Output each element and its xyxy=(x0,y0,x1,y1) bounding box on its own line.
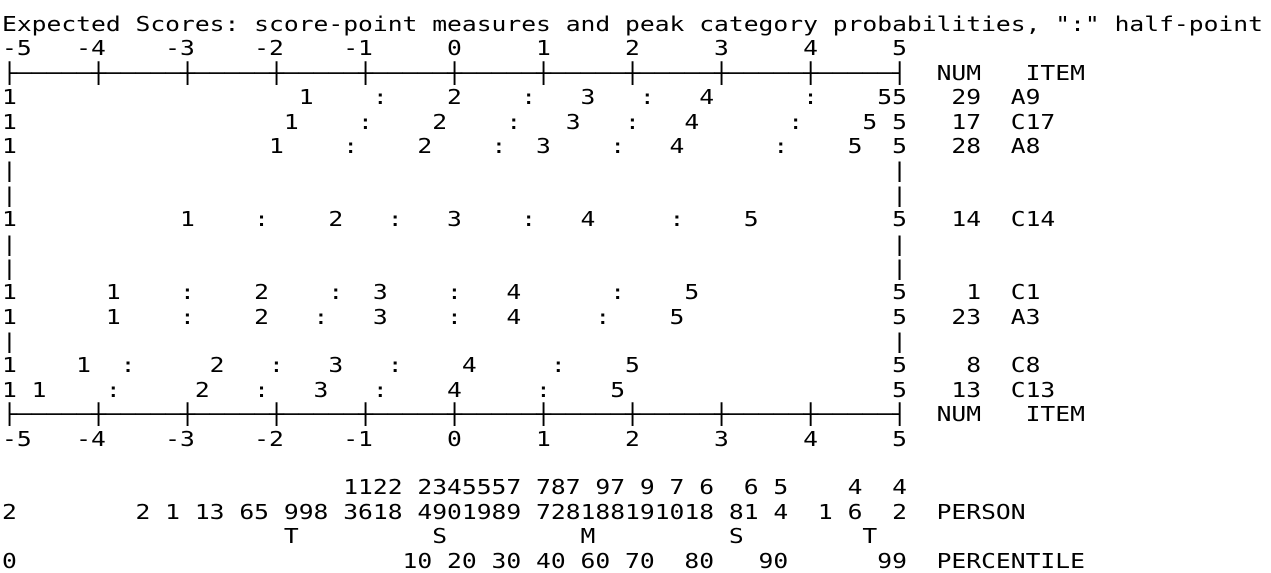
distribution-line: 1122 2345557 787 97 9 7 6 6 5 4 4 xyxy=(2,475,907,500)
distribution-line: 0 10 20 30 40 60 70 80 90 99 PERCENTILE xyxy=(2,548,1085,573)
plot-line: | | xyxy=(2,182,907,207)
plot-line: 1 1 : 2 : 3 : 4 : 5 5 28 A8 xyxy=(2,133,1041,158)
plot-line: 1 1 : 2 : 3 : 4 : 5 5 14 C14 xyxy=(2,207,1056,232)
title: Expected Scores: score-point measures an… xyxy=(2,12,1263,36)
distribution-line: 2 2 1 13 65 998 3618 4901989 72818819101… xyxy=(2,499,1026,524)
plot-line: ├─────┼─────┼─────┼─────┼─────┼─────┼───… xyxy=(2,402,1085,427)
plot-line: | | xyxy=(2,329,907,354)
plot-line: 1 1 : 2 : 3 : 4 : 5 5 17 C17 xyxy=(2,109,1056,134)
plot-line: -5 -4 -3 -2 -1 0 1 2 3 4 5 xyxy=(2,36,907,61)
plot-line: | | xyxy=(2,255,907,280)
plot-line: 1 1 : 2 : 3 : 4 : 5 5 8 C8 xyxy=(2,353,1041,378)
spacer xyxy=(2,451,1026,475)
plot-line: 1 1 : 2 : 3 : 4 : 5 5 13 C13 xyxy=(2,377,1056,402)
plot-line: 1 1 : 2 : 3 : 4 : 5 5 1 C1 xyxy=(2,280,1041,305)
plot-line: | | xyxy=(2,158,907,183)
plot-line: ├─────┼─────┼─────┼─────┼─────┼─────┼───… xyxy=(2,60,1085,85)
plot-line: -5 -4 -3 -2 -1 0 1 2 3 4 5 xyxy=(2,426,907,451)
plot-line: 1 1 : 2 : 3 : 4 : 5 5 23 A3 xyxy=(2,304,1041,329)
plot-line: 1 1 : 2 : 3 : 4 : 55 29 A9 xyxy=(2,85,1041,110)
item-map: -5 -4 -3 -2 -1 0 1 2 3 4 5 ├─────┼─────┼─… xyxy=(2,36,1085,451)
text-output: Expected Scores: score-point measures an… xyxy=(2,12,1263,573)
plot-line: | | xyxy=(2,231,907,256)
distribution-line: T S M S T xyxy=(2,524,878,549)
